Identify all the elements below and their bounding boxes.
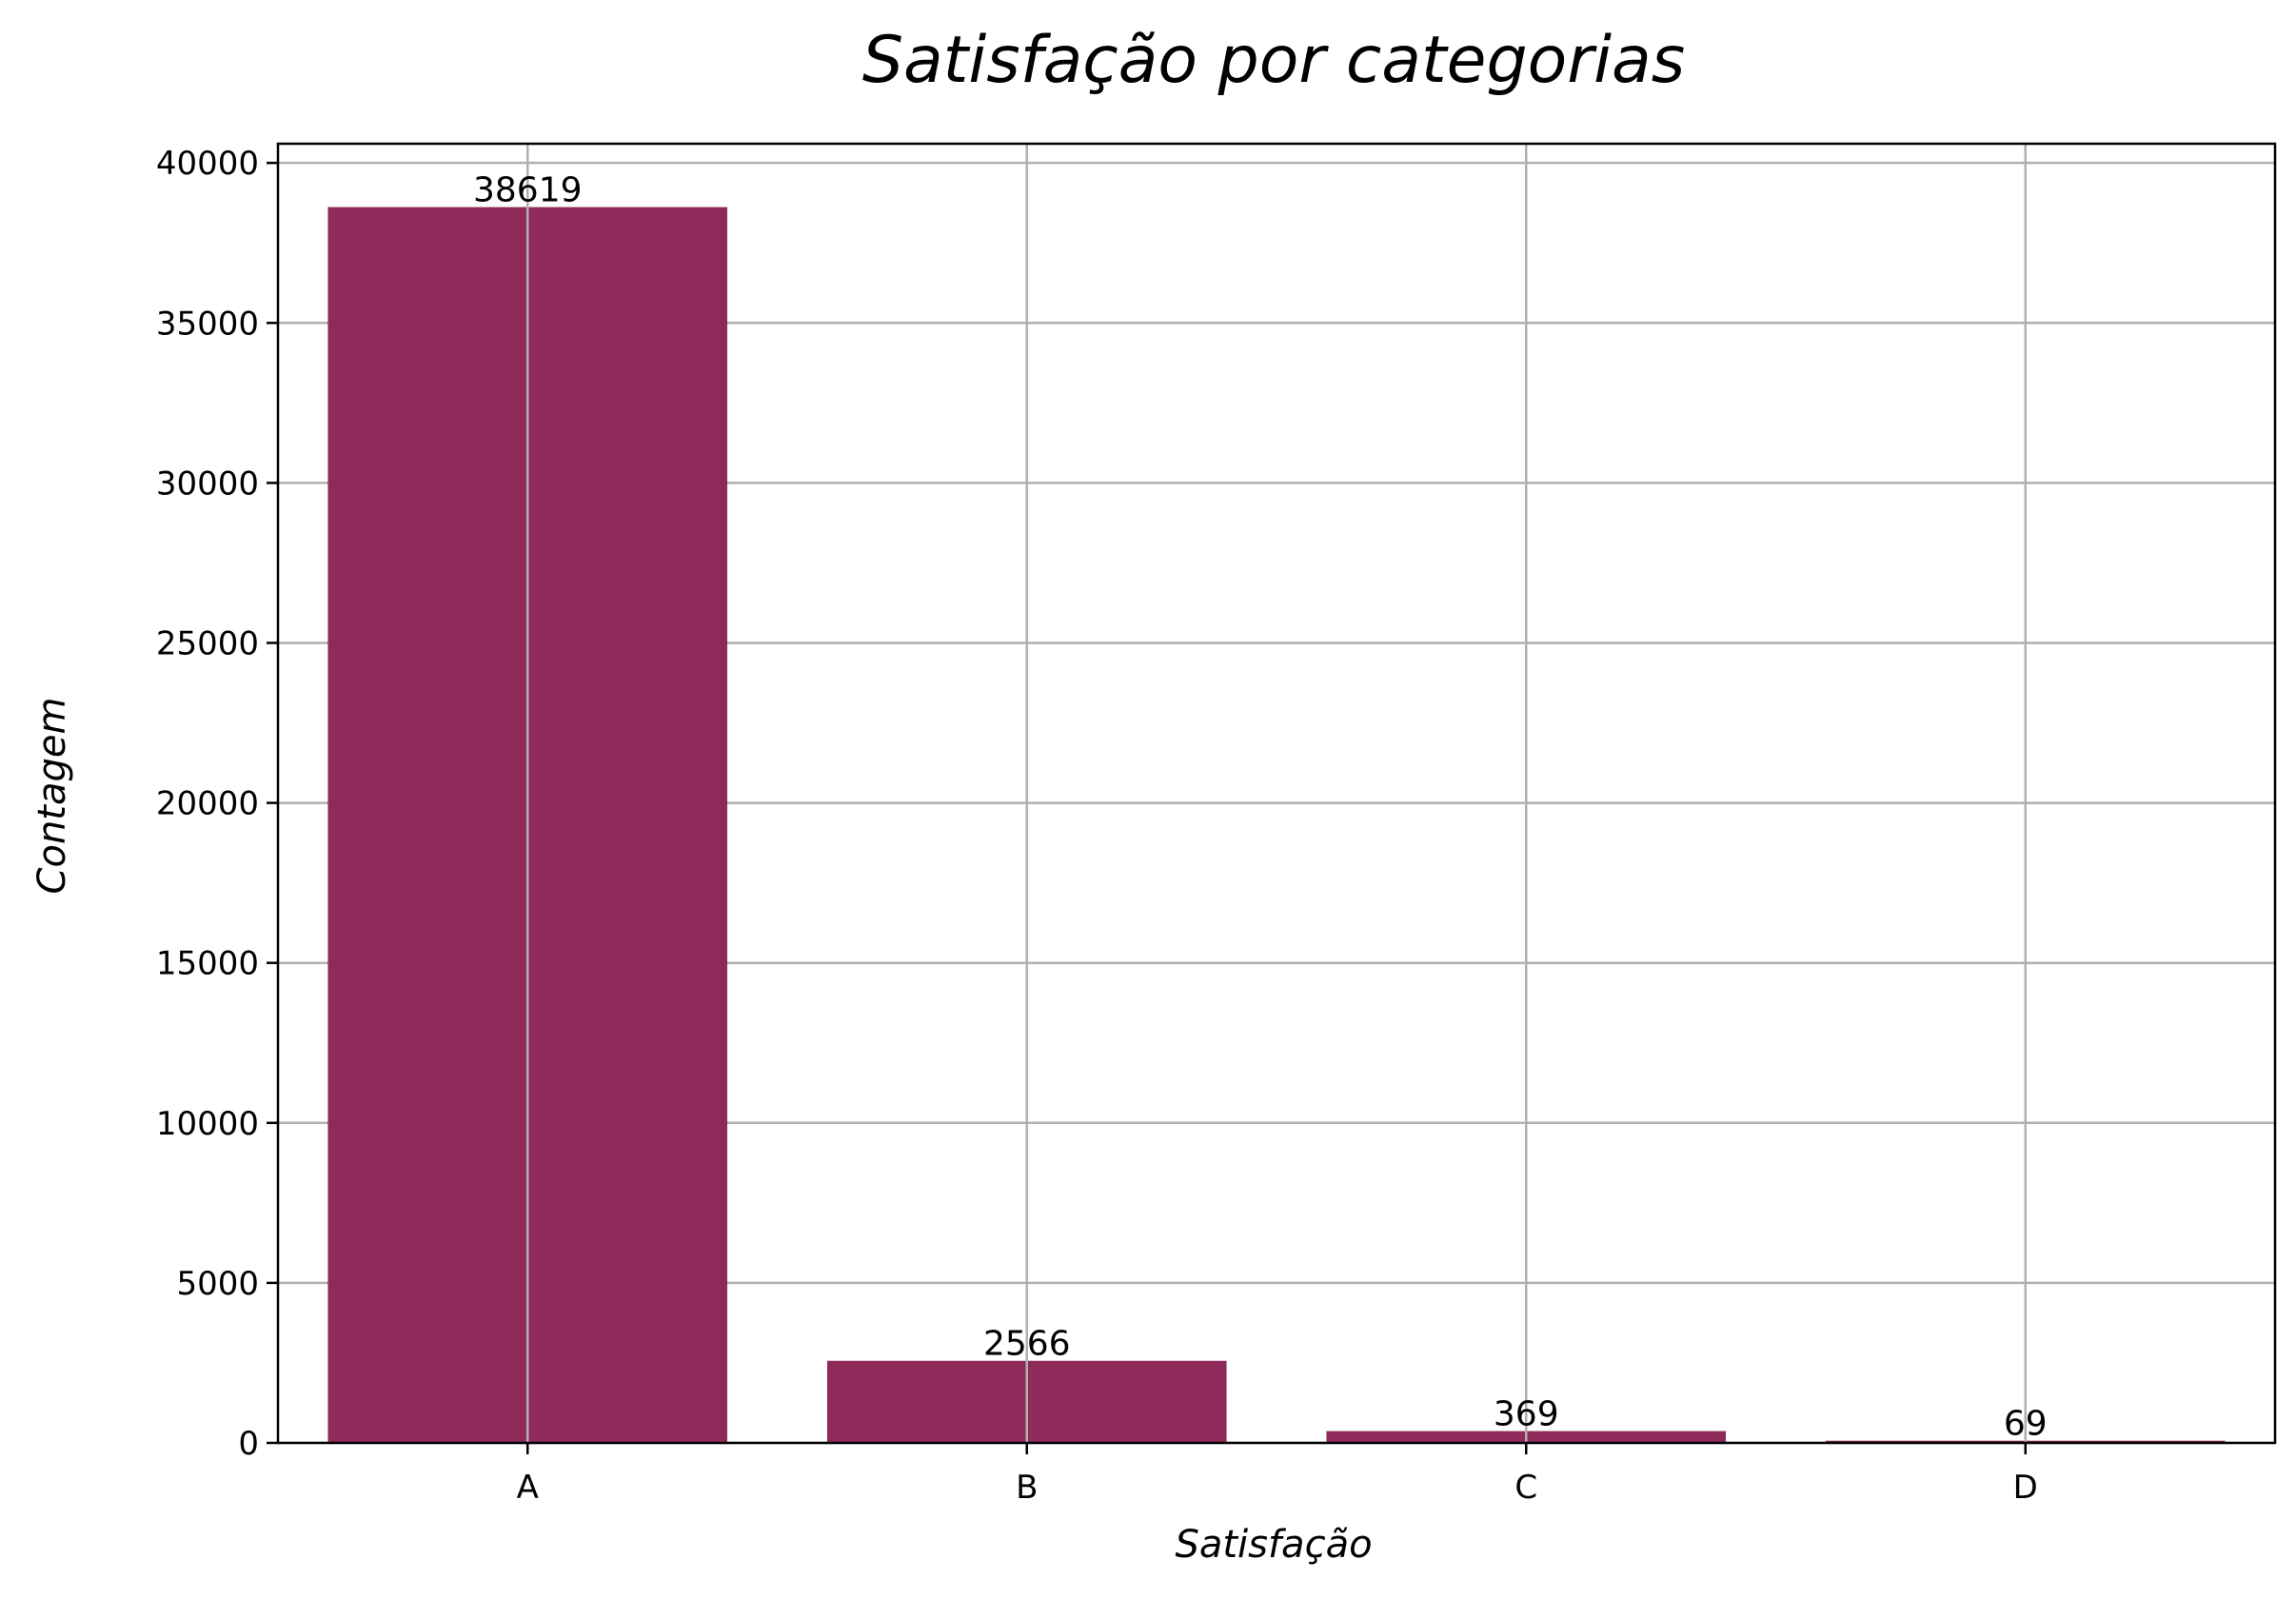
y-tick-label: 5000 <box>176 1265 259 1303</box>
y-tick-label: 15000 <box>156 945 259 983</box>
ticks: 0 5000 10000 15000 20000 25000 30000 35000 40000… <box>156 145 2038 1507</box>
y-tick-label: 10000 <box>156 1105 259 1143</box>
y-tick-label: 25000 <box>156 624 259 662</box>
plot-frame <box>276 142 2277 1445</box>
x-tick-label: B <box>1016 1469 1038 1507</box>
data-label-B: 2566 <box>983 1325 1071 1364</box>
y-tick-label: 35000 <box>156 305 259 343</box>
data-label-C: 369 <box>1494 1395 1559 1434</box>
data-label-A: 38619 <box>473 171 583 210</box>
x-axis-label: Satisfação <box>1175 1523 1372 1567</box>
y-tick-label: 30000 <box>156 464 259 503</box>
chart-title: Satisfação por categorias <box>862 23 1685 98</box>
y-tick-label: 0 <box>238 1425 259 1463</box>
x-grid-lines <box>526 144 2027 1443</box>
data-label-D: 69 <box>2004 1405 2048 1444</box>
y-axis-label: Contagem <box>30 698 74 895</box>
x-tick-label: A <box>517 1469 539 1507</box>
y-tick-label: 40000 <box>156 145 259 183</box>
y-tick-label: 20000 <box>156 785 259 823</box>
x-tick-label: D <box>2013 1469 2038 1507</box>
x-tick-label: C <box>1514 1469 1537 1507</box>
data-labels: 38619 2566 369 69 <box>473 171 2048 1444</box>
bars <box>327 207 2226 1444</box>
